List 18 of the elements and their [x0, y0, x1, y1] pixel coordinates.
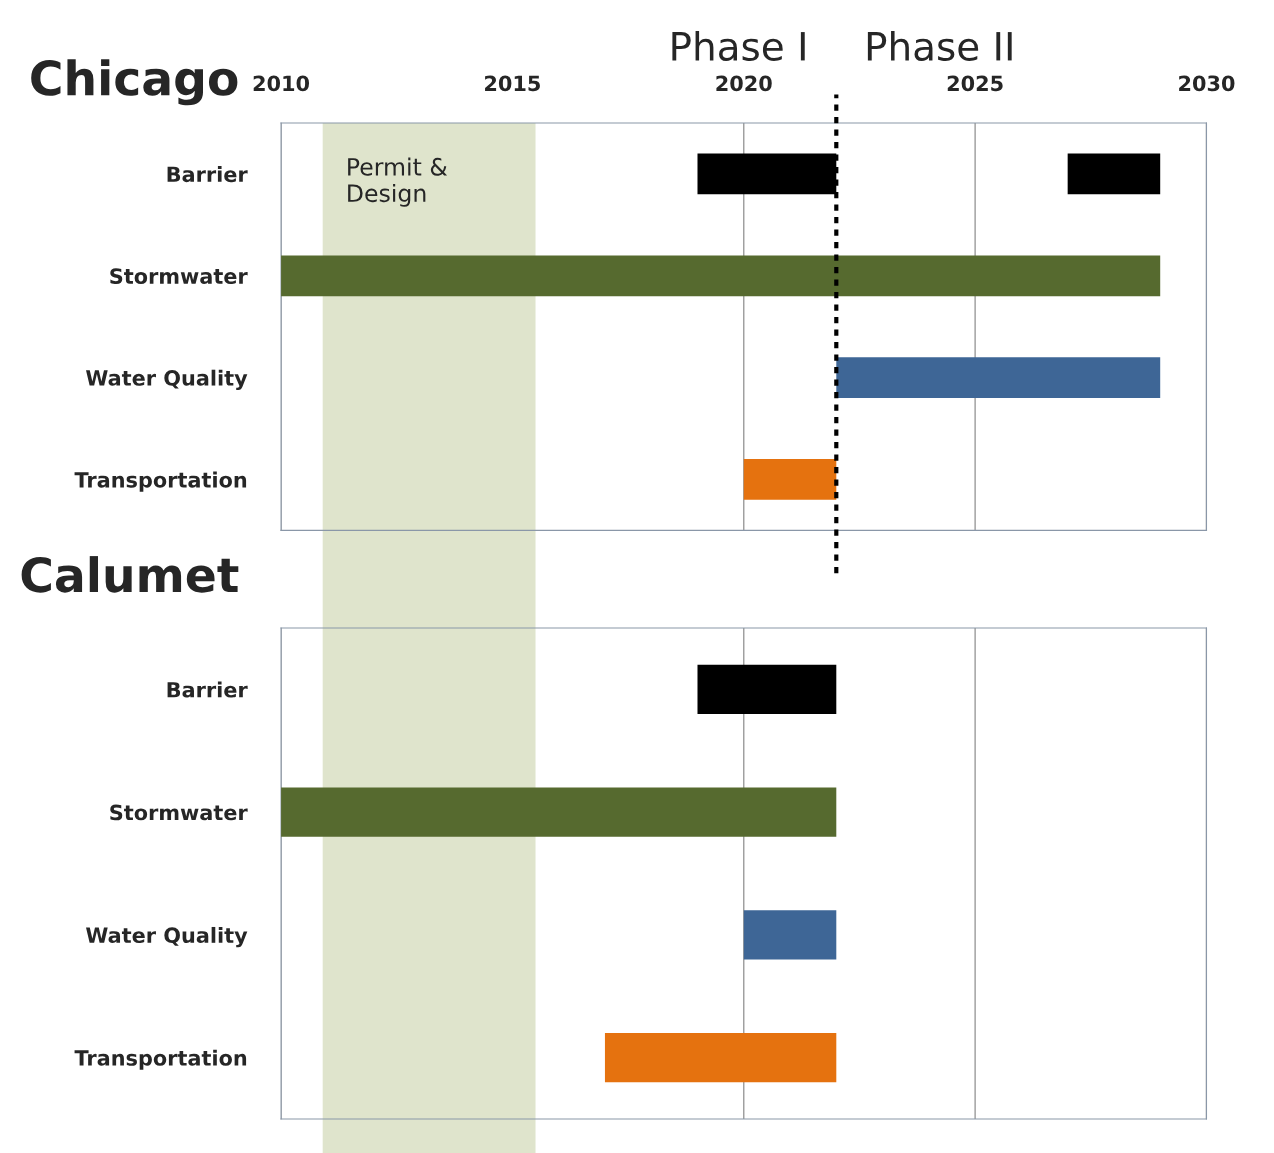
y-tick-label: Water Quality — [86, 926, 248, 948]
chart-title: Chicago — [31, 59, 238, 106]
x-tick-label: 2015 — [485, 75, 540, 92]
band-label: Permit & Design — [348, 157, 448, 207]
y-tick-label: Barrier — [167, 681, 248, 698]
y-tick-label: Stormwater — [110, 268, 248, 284]
text: Phase II — [867, 30, 1012, 61]
y-tick-label: Transportation — [74, 471, 247, 492]
x-tick-label: 2025 — [947, 75, 1003, 92]
y-tick-label: Water Quality — [86, 369, 248, 391]
text: Phase I — [672, 30, 805, 61]
chart-title: Calumet — [21, 556, 239, 593]
x-tick-label: 2030 — [1179, 75, 1235, 92]
x-tick-label: 2010 — [253, 75, 310, 92]
y-tick-label: Transportation — [74, 1049, 247, 1070]
x-tick-label: 2020 — [716, 75, 772, 92]
y-tick-label: Barrier — [167, 166, 248, 183]
y-tick-label: Stormwater — [110, 804, 248, 821]
